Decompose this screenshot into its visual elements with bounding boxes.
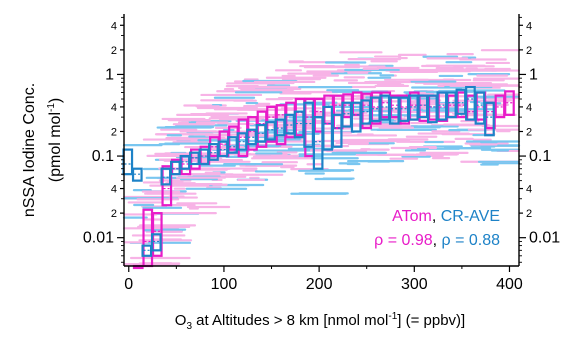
y-tick-label-right: 0.1 (529, 148, 551, 165)
legend-crave-label: CR-AVE (441, 208, 500, 225)
legend-crave-rho: ρ = 0.88 (442, 232, 501, 249)
y-axis-label: nSSA Iodine Conc. (pmol mol-1) (21, 83, 64, 217)
box-series-layer (122, 85, 515, 270)
y-tick-label-left: 1 (105, 66, 114, 83)
legend-comma-2: , (433, 232, 442, 249)
crave-box (484, 101, 495, 137)
y-tick-label-right: 2 (526, 208, 532, 220)
legend-atom-label: ATom (392, 208, 432, 225)
crave-box (131, 167, 143, 182)
y-tick-label-right: 2 (526, 126, 532, 138)
y-tick-label-left: 2 (111, 126, 117, 138)
legend: ATom, CR-AVE ρ = 0.98, ρ = 0.88 (374, 208, 500, 249)
atom-box (504, 90, 515, 116)
y-tick-label-left: 2 (111, 45, 117, 57)
svg-text:O3 at Altitudes > 8 km [nmol m: O3 at Altitudes > 8 km [nmol mol-1] (= p… (175, 311, 465, 332)
x-tick-label: 300 (401, 276, 428, 293)
y-tick-label-right: 4 (526, 102, 532, 114)
y-tick-label-left: 4 (111, 20, 117, 32)
y-tick-label-left: 0.01 (83, 230, 114, 247)
x-tick-label: 0 (124, 276, 133, 293)
x-tick-label: 100 (211, 276, 238, 293)
crave-box (160, 167, 172, 186)
crave-box (122, 148, 134, 176)
y-tick-label-left: 2 (111, 208, 117, 220)
crave-box (150, 233, 162, 252)
x-axis-label: O3 at Altitudes > 8 km [nmol mol-1] (= p… (175, 311, 465, 332)
y-axis-label-line2: (pmol mol-1) (46, 98, 64, 182)
axes: 0 100 200 300 400 0.01 2 4 0.1 2 4 1 2 4 0.01 2 4 0.1 2 4 1 2… (83, 14, 560, 293)
svg-text:ρ = 0.98, ρ = 0.88: ρ = 0.98, ρ = 0.88 (374, 232, 500, 249)
y-tick-label-left: 4 (111, 184, 117, 196)
y-tick-label-right: 2 (526, 45, 532, 57)
x-tick-label: 400 (496, 276, 523, 293)
y-tick-label-left: 0.1 (92, 148, 114, 165)
y-tick-label-right: 4 (526, 184, 532, 196)
legend-atom-rho: ρ = 0.98 (374, 232, 433, 249)
legend-comma: , (432, 208, 441, 225)
y-axis-label-line1: nSSA Iodine Conc. (21, 83, 38, 217)
svg-text:ATom, CR-AVE: ATom, CR-AVE (392, 208, 500, 225)
y-tick-label-left: 4 (111, 102, 117, 114)
crave-box (331, 113, 343, 148)
y-tick-label-right: 1 (529, 66, 538, 83)
y-tick-label-right: 4 (526, 20, 532, 32)
atom-box (161, 165, 173, 207)
x-tick-label: 200 (306, 276, 333, 293)
y-tick-label-right: 0.01 (529, 230, 560, 247)
